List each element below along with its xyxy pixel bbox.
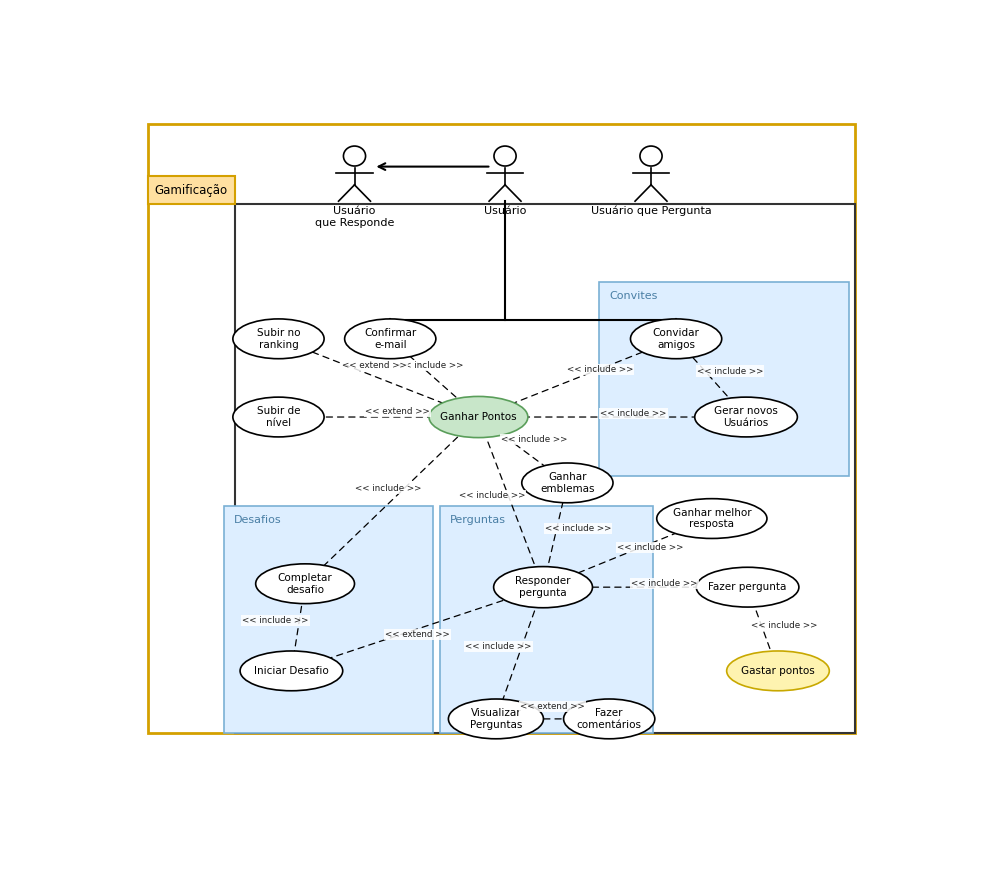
FancyBboxPatch shape xyxy=(148,176,235,204)
Text: << include >>: << include >> xyxy=(355,484,421,493)
Text: << include >>: << include >> xyxy=(697,366,763,376)
Ellipse shape xyxy=(564,699,655,739)
Text: << include >>: << include >> xyxy=(617,543,684,552)
Text: Gastar pontos: Gastar pontos xyxy=(741,666,815,676)
Ellipse shape xyxy=(631,319,722,359)
FancyBboxPatch shape xyxy=(224,506,433,732)
Text: Usuário
que Responde: Usuário que Responde xyxy=(315,206,394,227)
Ellipse shape xyxy=(493,567,593,608)
Text: << include >>: << include >> xyxy=(631,579,697,588)
Text: Responder
pergunta: Responder pergunta xyxy=(515,576,571,598)
Ellipse shape xyxy=(727,651,829,691)
Text: Convidar
amigos: Convidar amigos xyxy=(652,328,699,349)
Text: Visualizar
Perguntas: Visualizar Perguntas xyxy=(470,708,522,730)
Ellipse shape xyxy=(344,319,436,359)
Ellipse shape xyxy=(522,463,613,503)
Text: Ganhar melhor
resposta: Ganhar melhor resposta xyxy=(673,508,751,529)
Ellipse shape xyxy=(448,699,543,739)
Text: << extend >>: << extend >> xyxy=(365,407,430,416)
Text: Usuário: Usuário xyxy=(484,206,526,216)
Ellipse shape xyxy=(656,499,767,538)
Text: Confirmar
e-mail: Confirmar e-mail xyxy=(364,328,416,349)
Ellipse shape xyxy=(256,564,354,603)
Text: << include >>: << include >> xyxy=(567,365,634,374)
Text: << include >>: << include >> xyxy=(465,642,532,650)
Text: Fazer
comentários: Fazer comentários xyxy=(577,708,642,730)
Text: Ganhar
emblemas: Ganhar emblemas xyxy=(541,472,594,494)
Text: Gerar novos
Usuários: Gerar novos Usuários xyxy=(714,406,778,428)
Text: Subir no
ranking: Subir no ranking xyxy=(257,328,300,349)
Ellipse shape xyxy=(429,396,528,437)
Ellipse shape xyxy=(695,397,798,437)
Text: << include >>: << include >> xyxy=(544,524,611,533)
Ellipse shape xyxy=(240,651,342,691)
Text: << include >>: << include >> xyxy=(458,491,525,500)
Text: Fazer pergunta: Fazer pergunta xyxy=(708,582,787,593)
FancyBboxPatch shape xyxy=(599,282,849,476)
Ellipse shape xyxy=(232,319,324,359)
Text: << include >>: << include >> xyxy=(397,361,464,370)
Text: << extend >>: << extend >> xyxy=(342,361,407,370)
Text: Ganhar Pontos: Ganhar Pontos xyxy=(440,412,517,422)
Text: Completar
desafio: Completar desafio xyxy=(278,573,333,594)
Text: << include >>: << include >> xyxy=(242,616,309,625)
Text: Subir de
nível: Subir de nível xyxy=(257,406,300,428)
Ellipse shape xyxy=(232,397,324,437)
FancyBboxPatch shape xyxy=(440,506,653,732)
Ellipse shape xyxy=(697,568,799,607)
Text: Convites: Convites xyxy=(609,290,657,301)
Text: << extend >>: << extend >> xyxy=(385,630,449,639)
Text: Gamificação: Gamificação xyxy=(155,184,228,197)
Text: << include >>: << include >> xyxy=(501,435,567,445)
Text: Desafios: Desafios xyxy=(233,515,282,525)
Text: Perguntas: Perguntas xyxy=(450,515,506,525)
Text: Usuário que Pergunta: Usuário que Pergunta xyxy=(591,206,711,217)
Text: Iniciar Desafio: Iniciar Desafio xyxy=(254,666,329,676)
Text: << extend >>: << extend >> xyxy=(520,702,585,711)
Text: << include >>: << include >> xyxy=(750,621,817,630)
Text: << include >>: << include >> xyxy=(600,409,667,418)
